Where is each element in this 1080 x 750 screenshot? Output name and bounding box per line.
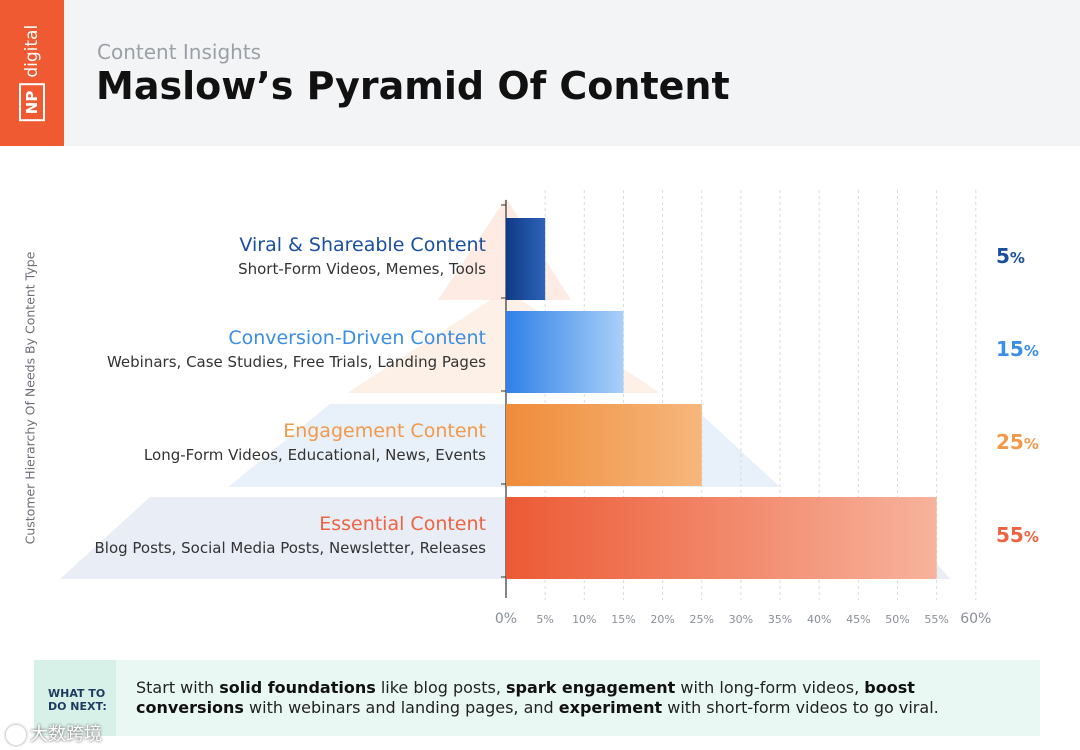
bar xyxy=(506,404,702,486)
page-subtitle: Content Insights xyxy=(97,40,262,64)
x-tick-label: 55% xyxy=(924,613,948,626)
x-tick-label: 45% xyxy=(846,613,870,626)
x-tick-label: 35% xyxy=(768,613,792,626)
body-text: like blog posts, xyxy=(375,678,507,697)
x-tick-label: 30% xyxy=(729,613,753,626)
x-tick-label: 15% xyxy=(611,613,635,626)
what-to-do-next-tag: WHAT TO DO NEXT: xyxy=(34,660,116,736)
what-to-do-next-label: WHAT TO DO NEXT: xyxy=(48,687,107,713)
category-subtitle: Short-Form Videos, Memes, Tools xyxy=(238,260,486,278)
what-to-do-next-box: WHAT TO DO NEXT: Start with solid founda… xyxy=(34,660,1040,736)
data-label-number: 55 xyxy=(996,523,1024,547)
x-tick-label: 40% xyxy=(807,613,831,626)
x-tick-label: 20% xyxy=(650,613,674,626)
data-label-unit: % xyxy=(1023,528,1039,546)
body-text: with short-form videos to go viral. xyxy=(662,698,939,717)
x-tick-label: 10% xyxy=(572,613,596,626)
data-label: 5% xyxy=(996,244,1025,268)
what-to-do-next-text: Start with solid foundations like blog p… xyxy=(136,678,1016,718)
bar xyxy=(506,311,624,393)
np-digital-logo: NP digital xyxy=(0,0,64,146)
body-text: with long-form videos, xyxy=(675,678,865,697)
watermark-text: 大数跨境 xyxy=(30,724,102,745)
data-label-number: 5 xyxy=(996,244,1010,268)
emphasis-text: boost conversions xyxy=(136,678,915,717)
category-subtitle: Webinars, Case Studies, Free Trials, Lan… xyxy=(106,353,486,371)
data-label: 55% xyxy=(996,523,1039,547)
header: NP digital Content Insights Maslow’s Pyr… xyxy=(0,0,1080,146)
bar xyxy=(506,218,546,300)
data-label-number: 25 xyxy=(996,430,1024,454)
body-text: Start with xyxy=(136,678,220,697)
data-label-unit: % xyxy=(1023,342,1039,360)
category-title: Conversion-Driven Content xyxy=(228,327,486,349)
category-subtitle: Blog Posts, Social Media Posts, Newslett… xyxy=(94,539,486,557)
emphasis-text: experiment xyxy=(558,698,663,717)
category-title: Engagement Content xyxy=(283,420,486,442)
category-title: Viral & Shareable Content xyxy=(239,234,486,256)
x-tick-label: 50% xyxy=(885,613,909,626)
watermark: 大数跨境 xyxy=(6,720,102,746)
x-tick-label: 5% xyxy=(536,613,553,626)
watermark-icon xyxy=(6,725,26,745)
category-title: Essential Content xyxy=(319,513,486,535)
data-label-unit: % xyxy=(1009,249,1025,267)
data-label: 25% xyxy=(996,430,1039,454)
emphasis-text: spark engagement xyxy=(506,678,676,697)
category-subtitle: Long-Form Videos, Educational, News, Eve… xyxy=(143,446,486,464)
next-label-line2: DO NEXT: xyxy=(48,700,107,713)
data-label: 15% xyxy=(996,337,1039,361)
page-title: Maslow’s Pyramid Of Content xyxy=(96,64,730,108)
body-text: with webinars and landing pages, and xyxy=(243,698,559,717)
x-tick-label: 25% xyxy=(690,613,714,626)
bar xyxy=(506,497,937,579)
data-label-unit: % xyxy=(1023,435,1039,453)
emphasis-text: solid foundations xyxy=(219,678,376,697)
x-tick-label: 0% xyxy=(495,611,517,627)
x-tick-label: 60% xyxy=(960,611,991,627)
data-label-number: 15 xyxy=(996,337,1024,361)
next-label-line1: WHAT TO xyxy=(48,687,106,700)
